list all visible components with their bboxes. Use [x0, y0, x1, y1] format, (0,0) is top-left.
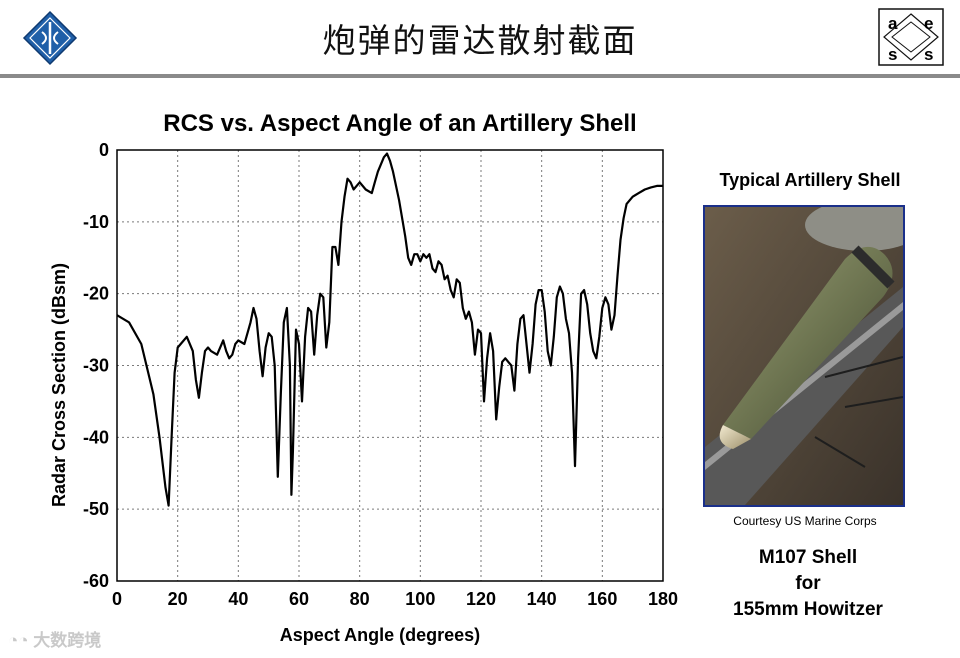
- y-tick-label: -30: [83, 356, 109, 376]
- x-tick-label: 20: [168, 589, 188, 609]
- y-tick-label: -20: [83, 284, 109, 304]
- aess-letter-e: e: [924, 14, 933, 33]
- chart-title: RCS vs. Aspect Angle of an Artillery She…: [163, 110, 637, 137]
- photo-credit: Courtesy US Marine Corps: [733, 514, 877, 528]
- y-tick-label: -40: [83, 427, 109, 447]
- y-tick-label: -60: [83, 571, 109, 591]
- ieee-logo-icon: [22, 10, 78, 66]
- slide-title: 炮弹的雷达散射截面: [322, 21, 638, 60]
- y-tick-label: 0: [99, 140, 109, 160]
- watermark: ◔◔ 大数跨境: [8, 626, 101, 651]
- slide-header: 炮弹的雷达散射截面 a e s s: [0, 0, 960, 80]
- aess-logo-icon: a e s s: [878, 8, 944, 66]
- x-tick-label: 140: [527, 589, 557, 609]
- x-tick-label: 40: [228, 589, 248, 609]
- rcs-series-line: [116, 152, 663, 507]
- x-tick-label: 80: [350, 589, 370, 609]
- plot-frame: [116, 149, 664, 582]
- y-axis-label: Radar Cross Section (dBsm): [49, 263, 69, 507]
- artillery-shell-photo: [703, 205, 905, 507]
- shell-caption-line2: for: [795, 573, 821, 594]
- x-tick-label: 120: [466, 589, 496, 609]
- aess-letter-a: a: [888, 14, 898, 33]
- x-axis-label: Aspect Angle (degrees): [280, 625, 480, 645]
- shell-caption: M107 Shell for 155mm Howitzer: [700, 545, 916, 623]
- x-tick-label: 180: [648, 589, 678, 609]
- aess-letter-s1: s: [888, 45, 897, 64]
- header-divider: [0, 74, 960, 78]
- shell-photo-illustration: [705, 207, 903, 505]
- y-tick-label: -50: [83, 499, 109, 519]
- x-tick-label: 60: [289, 589, 309, 609]
- shell-caption-line1: M107 Shell: [758, 547, 858, 568]
- x-tick-label: 100: [405, 589, 435, 609]
- side-panel-title: Typical Artillery Shell: [719, 170, 901, 190]
- y-tick-label: -10: [83, 212, 109, 232]
- x-tick-label: 0: [112, 589, 122, 609]
- x-tick-label: 160: [587, 589, 617, 609]
- shell-caption-line3: 155mm Howitzer: [733, 599, 883, 620]
- watermark-icon: ◔◔: [8, 631, 34, 650]
- watermark-text: 大数跨境: [33, 631, 102, 650]
- aess-letter-s2: s: [924, 45, 933, 64]
